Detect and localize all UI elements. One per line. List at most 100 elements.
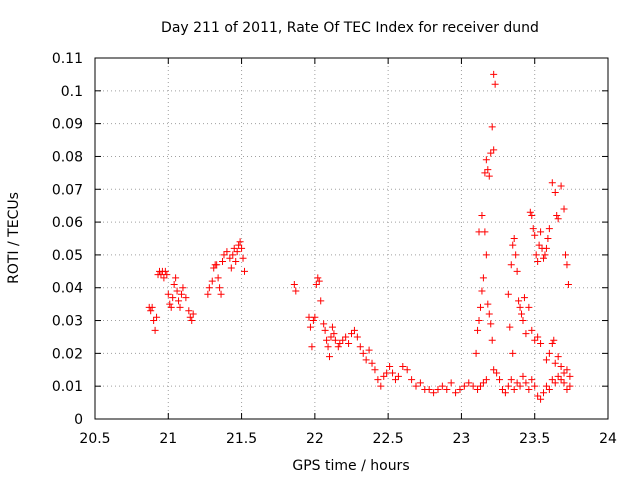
data-point — [147, 307, 155, 315]
data-point — [148, 303, 156, 311]
grid — [95, 58, 608, 419]
data-point — [315, 277, 323, 285]
data-point — [478, 212, 486, 220]
y-tick-label: 0.05 — [52, 248, 83, 264]
data-point — [210, 264, 218, 272]
axis-ticks — [94, 57, 609, 420]
data-point — [386, 362, 394, 370]
data-point — [229, 251, 237, 259]
data-point — [292, 287, 300, 295]
data-point — [526, 208, 534, 216]
data-point — [531, 231, 539, 239]
data-point — [236, 238, 244, 246]
data-point — [157, 271, 165, 279]
data-point — [542, 382, 550, 390]
data-points — [145, 70, 574, 403]
data-point — [519, 317, 527, 325]
data-point — [348, 330, 355, 338]
data-point — [447, 379, 455, 387]
data-point — [394, 372, 402, 380]
data-point — [537, 340, 545, 348]
data-point — [515, 297, 523, 305]
data-point — [554, 215, 562, 223]
data-point — [216, 284, 224, 292]
data-point — [223, 248, 231, 256]
data-point — [531, 382, 539, 390]
data-point — [345, 340, 353, 348]
data-point — [465, 379, 473, 387]
data-point — [214, 274, 222, 282]
data-point — [474, 385, 482, 393]
data-point — [371, 366, 379, 374]
data-point — [566, 382, 574, 390]
data-point — [309, 317, 317, 325]
data-point — [490, 146, 498, 154]
data-point — [485, 172, 493, 180]
data-point — [356, 343, 364, 351]
data-point — [312, 280, 320, 288]
data-point — [522, 330, 530, 338]
data-point — [350, 326, 358, 334]
data-point — [175, 297, 183, 305]
data-point — [374, 376, 382, 384]
y-tick-label: 0.1 — [61, 84, 83, 100]
data-point — [493, 369, 501, 377]
y-tick-label: 0.11 — [52, 51, 83, 67]
data-point — [452, 389, 460, 397]
data-point — [460, 382, 468, 390]
data-point — [548, 340, 556, 348]
data-point — [545, 349, 553, 357]
data-point — [472, 349, 480, 357]
data-point — [227, 264, 235, 272]
data-point — [557, 362, 565, 370]
x-tick-label: 21 — [159, 431, 177, 447]
y-tick-label: 0.04 — [52, 281, 83, 297]
data-point — [496, 376, 504, 384]
data-point — [557, 376, 565, 384]
data-point — [383, 369, 391, 377]
data-point — [320, 320, 328, 328]
y-tick-labels: 0 0.01 0.02 0.03 0.04 0.05 0.06 0.07 0.08 0.09 0.1… — [52, 51, 83, 428]
data-point — [560, 205, 568, 213]
data-point — [399, 362, 407, 370]
data-point — [554, 353, 562, 361]
data-point — [541, 251, 549, 259]
data-point — [531, 336, 539, 344]
x-tick-label: 23.5 — [519, 431, 550, 447]
data-point — [241, 267, 249, 275]
x-tick-label: 24 — [599, 431, 617, 447]
data-point — [377, 382, 385, 390]
data-point — [488, 123, 496, 131]
x-tick-label: 20.5 — [79, 431, 110, 447]
data-point — [306, 323, 314, 331]
data-point — [177, 290, 185, 298]
y-tick-label: 0.01 — [52, 379, 83, 395]
data-point — [484, 166, 492, 174]
data-point — [328, 323, 336, 331]
data-point — [513, 267, 521, 275]
data-point — [208, 277, 216, 285]
data-point — [551, 189, 559, 197]
data-point — [485, 310, 493, 318]
data-point — [226, 254, 234, 262]
data-point — [323, 336, 331, 344]
data-point — [491, 80, 499, 88]
data-point — [504, 290, 512, 298]
y-tick-label: 0.08 — [52, 149, 83, 165]
data-point — [481, 169, 489, 177]
data-point — [217, 290, 225, 298]
data-point — [542, 356, 550, 364]
data-point — [164, 290, 172, 298]
data-point — [188, 317, 196, 325]
data-point — [321, 326, 329, 334]
data-point — [566, 372, 574, 380]
data-point — [456, 385, 464, 393]
data-point — [314, 274, 322, 282]
data-point — [563, 261, 571, 269]
data-point — [331, 336, 339, 344]
data-point — [482, 251, 490, 259]
data-point — [560, 379, 568, 387]
data-point — [412, 382, 420, 390]
data-point — [479, 379, 487, 387]
data-point — [179, 284, 187, 292]
